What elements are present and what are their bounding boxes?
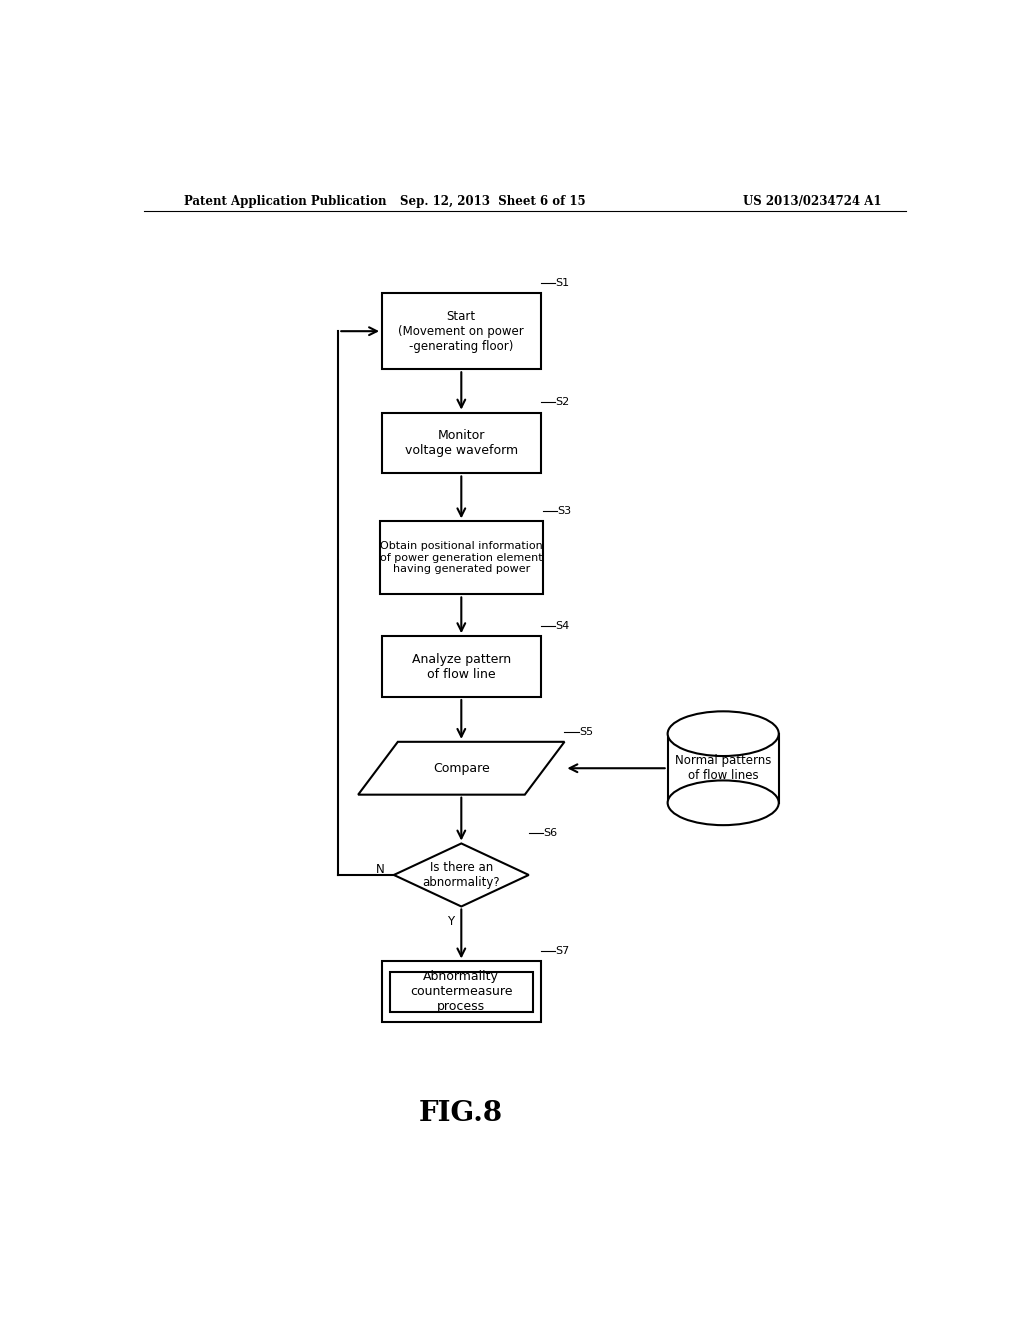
Text: Is there an
abnormality?: Is there an abnormality? <box>423 861 500 888</box>
Text: Compare: Compare <box>433 762 489 775</box>
Text: Obtain positional information
of power generation element
having generated power: Obtain positional information of power g… <box>380 541 543 574</box>
Text: S1: S1 <box>555 279 569 288</box>
Text: Monitor
voltage waveform: Monitor voltage waveform <box>404 429 518 457</box>
Text: S6: S6 <box>543 828 557 838</box>
Text: Sep. 12, 2013  Sheet 6 of 15: Sep. 12, 2013 Sheet 6 of 15 <box>400 194 586 207</box>
Polygon shape <box>394 843 528 907</box>
Text: Analyze pattern
of flow line: Analyze pattern of flow line <box>412 652 511 681</box>
Text: S7: S7 <box>555 946 569 956</box>
Bar <box>380 521 543 594</box>
Bar <box>382 961 541 1022</box>
Text: N: N <box>376 863 384 876</box>
Text: US 2013/0234724 A1: US 2013/0234724 A1 <box>743 194 882 207</box>
Text: S2: S2 <box>555 397 569 408</box>
Bar <box>390 972 532 1012</box>
Ellipse shape <box>668 780 779 825</box>
Polygon shape <box>358 742 564 795</box>
Text: FIG.8: FIG.8 <box>419 1101 504 1127</box>
Bar <box>382 293 541 370</box>
Bar <box>382 413 541 474</box>
Text: S4: S4 <box>555 620 569 631</box>
Ellipse shape <box>668 711 779 756</box>
Bar <box>668 734 778 803</box>
Text: Patent Application Publication: Patent Application Publication <box>183 194 386 207</box>
Bar <box>382 636 541 697</box>
Text: Start
(Movement on power
-generating floor): Start (Movement on power -generating flo… <box>398 310 524 352</box>
Text: Normal patterns
of flow lines: Normal patterns of flow lines <box>675 754 771 783</box>
Text: Abnormality
countermeasure
process: Abnormality countermeasure process <box>410 970 513 1014</box>
Text: S3: S3 <box>557 506 571 516</box>
Text: S5: S5 <box>579 726 593 737</box>
Text: Y: Y <box>446 915 454 928</box>
